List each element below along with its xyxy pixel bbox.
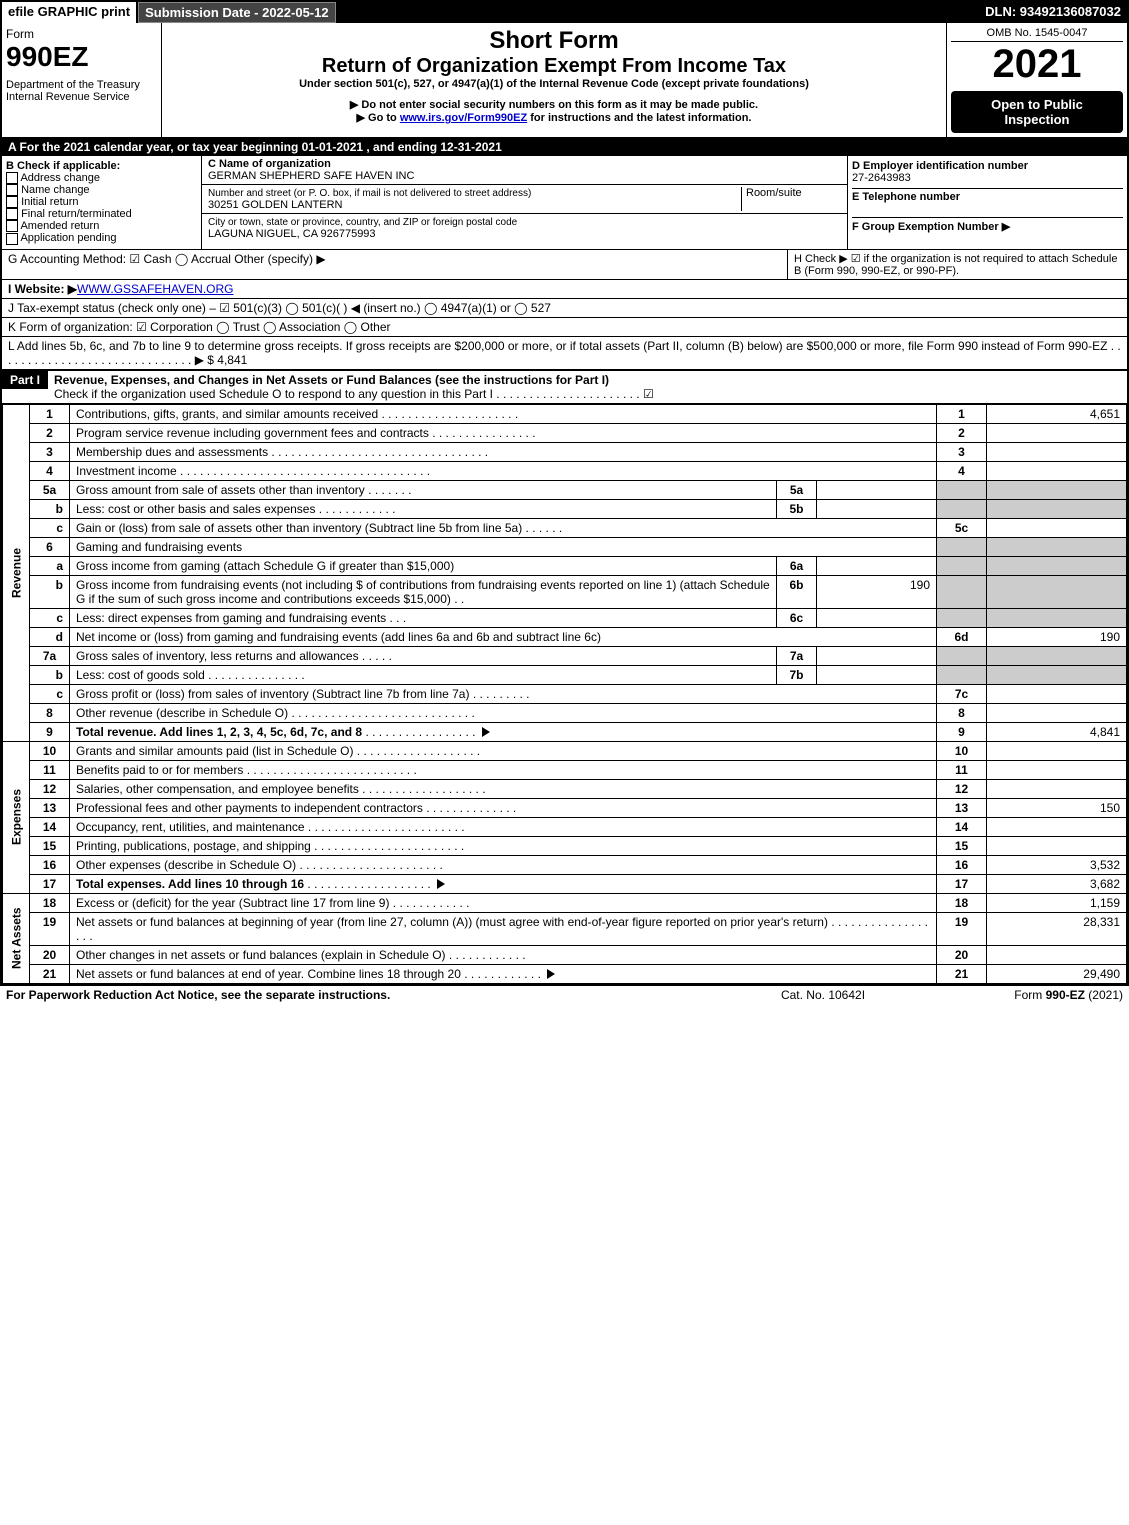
part1-header: Part I Revenue, Expenses, and Changes in…: [2, 370, 1127, 404]
open-inspection: Open to Public Inspection: [951, 91, 1123, 133]
dln: DLN: 93492136087032: [979, 2, 1127, 23]
header-right: OMB No. 1545-0047 2021 Open to Public In…: [947, 23, 1127, 137]
c-addr: Number and street (or P. O. box, if mail…: [202, 185, 847, 214]
section-BCDEF: B Check if applicable: Address change Na…: [2, 156, 1127, 250]
arrow-icon: [547, 969, 555, 979]
opt-final[interactable]: Final return/terminated: [6, 208, 197, 220]
part1-title: Revenue, Expenses, and Changes in Net As…: [54, 373, 609, 387]
expenses-label: Expenses: [3, 741, 30, 893]
form-number: 990EZ: [6, 41, 157, 73]
netassets-label: Net Assets: [3, 893, 30, 983]
form-container: efile GRAPHIC print Submission Date - 20…: [0, 0, 1129, 986]
line-G: G Accounting Method: ☑ Cash ◯ Accrual Ot…: [2, 250, 787, 279]
section-C: C Name of organizationGERMAN SHEPHERD SA…: [202, 156, 847, 249]
F: F Group Exemption Number ▶: [852, 217, 1123, 233]
arrow-icon: [482, 727, 490, 737]
line-K: K Form of organization: ☑ Corporation ◯ …: [2, 318, 1127, 337]
footer: For Paperwork Reduction Act Notice, see …: [0, 986, 1129, 1004]
irs: Internal Revenue Service: [6, 91, 157, 103]
note-goto: ▶ Go to www.irs.gov/Form990EZ for instru…: [166, 111, 942, 124]
note2-post: for instructions and the latest informat…: [527, 112, 751, 124]
footer-right: Form 990-EZ (2021): [923, 988, 1123, 1002]
form-word: Form: [6, 27, 157, 41]
footer-left: For Paperwork Reduction Act Notice, see …: [6, 988, 723, 1002]
note-ssn: ▶ Do not enter social security numbers o…: [166, 98, 942, 111]
part1-check: Check if the organization used Schedule …: [54, 387, 654, 401]
irs-link[interactable]: www.irs.gov/Form990EZ: [400, 112, 527, 124]
section-B: B Check if applicable: Address change Na…: [2, 156, 202, 249]
top-bar: efile GRAPHIC print Submission Date - 20…: [2, 2, 1127, 23]
line-J: J Tax-exempt status (check only one) – ☑…: [2, 299, 1127, 318]
submission-date: Submission Date - 2022-05-12: [138, 2, 336, 23]
opt-pending[interactable]: Application pending: [6, 232, 197, 244]
line-H: H Check ▶ ☑ if the organization is not r…: [787, 250, 1127, 279]
note2-pre: ▶ Go to: [357, 112, 400, 124]
line-L: L Add lines 5b, 6c, and 7b to line 9 to …: [2, 337, 1127, 370]
footer-cat: Cat. No. 10642I: [723, 988, 923, 1002]
c-name: C Name of organizationGERMAN SHEPHERD SA…: [202, 156, 847, 185]
opt-name[interactable]: Name change: [6, 184, 197, 196]
revenue-label: Revenue: [3, 404, 30, 741]
header-mid: Short Form Return of Organization Exempt…: [162, 23, 947, 137]
lines-table: Revenue 1Contributions, gifts, grants, a…: [2, 404, 1127, 984]
subtitle: Under section 501(c), 527, or 4947(a)(1)…: [166, 78, 942, 90]
omb: OMB No. 1545-0047: [951, 27, 1123, 42]
short-form: Short Form: [166, 27, 942, 55]
efile-label: efile GRAPHIC print: [2, 2, 138, 23]
dept: Department of the Treasury: [6, 79, 157, 91]
tax-year: 2021: [951, 42, 1123, 87]
opt-amended[interactable]: Amended return: [6, 220, 197, 232]
website-link[interactable]: WWW.GSSAFEHAVEN.ORG: [77, 282, 233, 296]
opt-initial[interactable]: Initial return: [6, 196, 197, 208]
arrow-icon: [437, 879, 445, 889]
line-A: A For the 2021 calendar year, or tax yea…: [2, 138, 1127, 156]
B-label: B Check if applicable:: [6, 160, 197, 172]
D: D Employer identification number27-26439…: [852, 160, 1123, 184]
c-city: City or town, state or province, country…: [202, 214, 847, 242]
section-DEF: D Employer identification number27-26439…: [847, 156, 1127, 249]
return-title: Return of Organization Exempt From Incom…: [166, 55, 942, 78]
line-I: I Website: ▶WWW.GSSAFEHAVEN.ORG: [2, 280, 1127, 299]
header-left: Form 990EZ Department of the Treasury In…: [2, 23, 162, 137]
form-header: Form 990EZ Department of the Treasury In…: [2, 23, 1127, 138]
part1-label: Part I: [2, 371, 48, 389]
row-GH: G Accounting Method: ☑ Cash ◯ Accrual Ot…: [2, 250, 1127, 280]
opt-address[interactable]: Address change: [6, 172, 197, 184]
E: E Telephone number: [852, 188, 1123, 203]
